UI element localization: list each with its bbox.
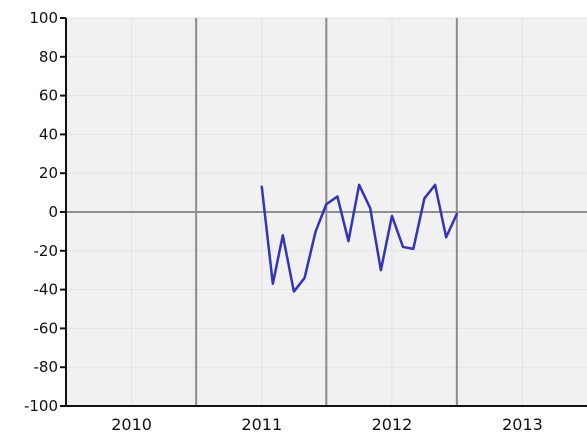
x-tick-label: 2012 (372, 415, 413, 434)
y-tick-label: 40 (39, 125, 58, 143)
y-tick-label: 20 (39, 164, 58, 182)
y-tick-label: 100 (29, 9, 58, 27)
series-line (260, 183, 459, 293)
x-tick-label: 2011 (241, 415, 282, 434)
y-tick-label: 0 (48, 203, 58, 221)
y-tick-label: -40 (34, 281, 59, 299)
y-tick-label: 80 (39, 48, 58, 66)
y-tick-label: -60 (34, 319, 59, 337)
y-tick-label: 60 (39, 87, 58, 105)
series-group (260, 183, 459, 293)
x-tick-label: 2013 (502, 415, 543, 434)
y-tick-label: -100 (24, 397, 58, 415)
y-tick-label: -20 (34, 242, 59, 260)
x-tick-label: 2010 (111, 415, 152, 434)
y-tick-label: -80 (34, 358, 59, 376)
